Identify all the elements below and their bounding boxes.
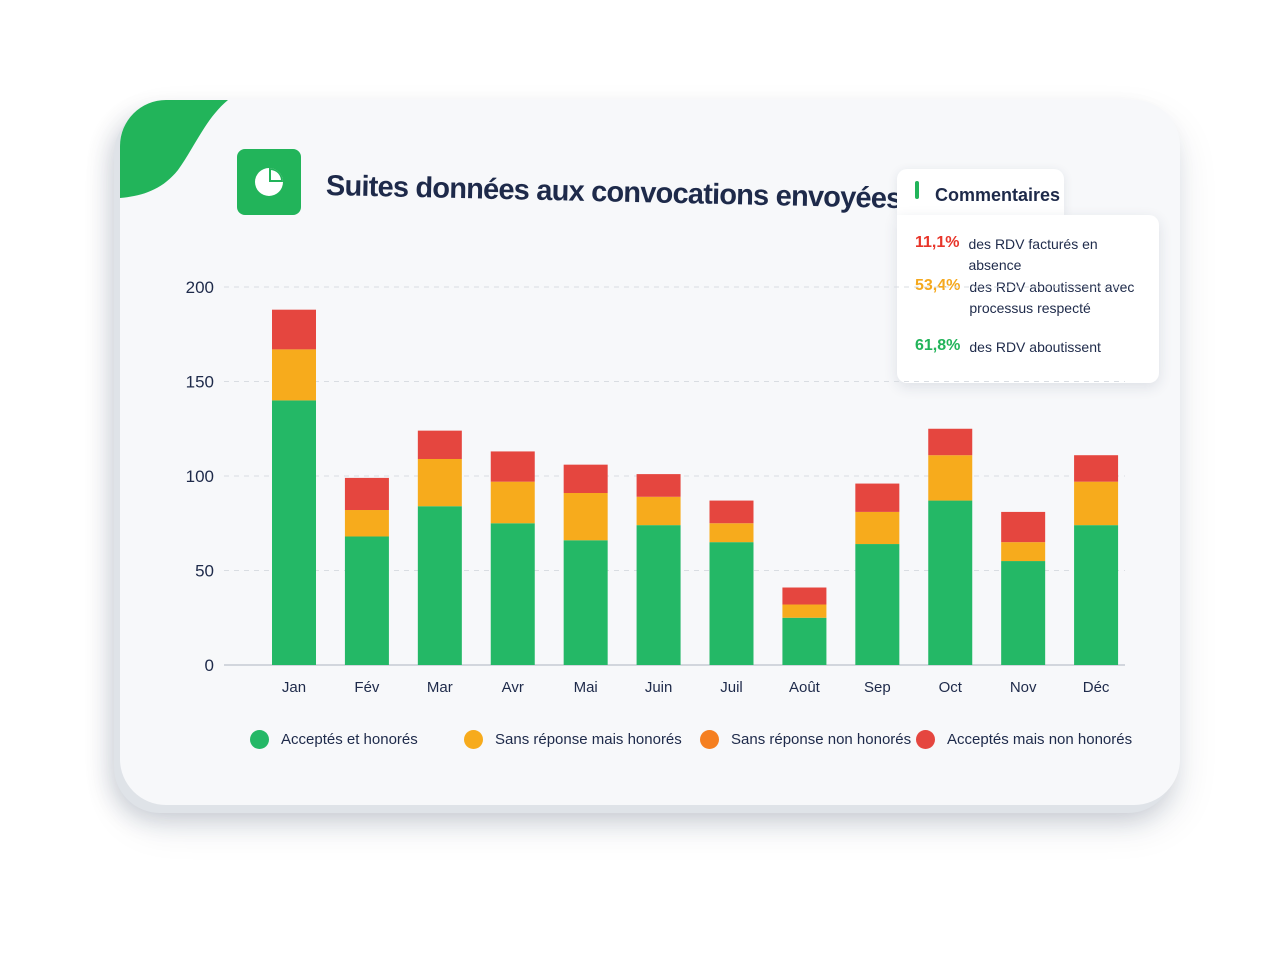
comment-text: des RDV aboutissent (969, 339, 1101, 355)
bar-segment (490, 523, 535, 665)
x-tick-label: Nov (1010, 679, 1037, 696)
bar-segment (272, 349, 316, 401)
bar-segment (709, 542, 754, 665)
comment-item: 53,4% des RDV aboutissent avec processus… (915, 277, 1149, 319)
bar-segment (928, 428, 973, 456)
x-tick-label: Juin (645, 679, 673, 696)
pie-chart-icon (237, 149, 301, 215)
x-tick-label: Jan (282, 679, 306, 696)
bar-segment (490, 481, 535, 524)
bar-segment (928, 500, 973, 665)
comment-value: 11,1% (915, 234, 960, 251)
legend-label: Acceptés et honorés (281, 731, 418, 748)
card-corner-accent (120, 100, 228, 198)
x-tick-label: Fév (354, 679, 380, 696)
bar-segment (855, 511, 900, 545)
bar-segment (636, 496, 681, 526)
comment-item: 61,8% des RDV aboutissent (915, 337, 1149, 358)
bar-segment (344, 477, 389, 511)
chart-card: Suites données aux convocations envoyées… (120, 100, 1180, 805)
legend-swatch (250, 730, 269, 749)
x-tick-label: Avr (502, 679, 524, 696)
x-tick-label: Mar (427, 679, 453, 696)
bar-segment (417, 458, 462, 507)
legend-label: Sans réponse mais honorés (495, 731, 682, 748)
bar-segment (344, 536, 389, 665)
comment-value: 61,8% (915, 337, 961, 354)
x-tick-label: Août (789, 679, 821, 696)
y-tick-label: 0 (205, 656, 214, 675)
bar-segment (1074, 481, 1119, 526)
legend-swatch (464, 730, 483, 749)
legend-item: Acceptés et honorés (250, 730, 418, 749)
bar-segment (636, 525, 681, 665)
comment-item: 11,1% des RDV facturés en absence (915, 234, 1148, 276)
y-tick-label: 150 (186, 373, 214, 392)
comment-value: 53,4% (915, 277, 961, 294)
legend-item: Sans réponse mais honorés (464, 730, 682, 749)
comments-panel: 11,1% des RDV facturés en absence 53,4% … (897, 215, 1159, 383)
bar-segment (272, 400, 316, 665)
bar-segment (1001, 511, 1046, 543)
y-tick-label: 100 (186, 467, 214, 486)
bar-segment (563, 464, 608, 494)
bar-segment (636, 474, 681, 497)
bar-segment (344, 510, 389, 537)
bar-segment (782, 587, 827, 605)
x-tick-label: Sep (864, 679, 891, 696)
legend-swatch (700, 730, 719, 749)
bar-segment (1074, 525, 1119, 665)
y-tick-label: 50 (195, 562, 214, 581)
bar-segment (928, 455, 973, 501)
bar-segment (1001, 561, 1046, 665)
x-tick-label: Juil (720, 679, 743, 696)
tab-accent-bar (915, 181, 919, 199)
bar-segment (709, 523, 754, 543)
bar-segment (272, 309, 316, 350)
x-tick-label: Oct (939, 679, 963, 696)
bar-segment (855, 544, 900, 665)
bar-segment (855, 483, 900, 512)
stacked-bar-chart: 0 50 100 150 200 Jan Fév Mar Avr Mai Juin Juil Août S… (186, 278, 1125, 696)
tab-commentaires[interactable]: Commentaires (897, 169, 1064, 215)
bar-segment (709, 500, 754, 524)
legend-swatch (916, 730, 935, 749)
bar-segment (417, 430, 462, 459)
bar-segment (1001, 542, 1046, 562)
bar-segment (1074, 455, 1119, 482)
bar-segment (563, 540, 608, 665)
chart-legend: Acceptés et honorés Sans réponse mais ho… (250, 730, 1150, 760)
bar-segment (782, 617, 827, 665)
comment-text: des RDV aboutissent avec processus respe… (969, 279, 1135, 316)
y-tick-label: 200 (186, 278, 214, 297)
legend-label: Sans réponse non honorés (731, 731, 912, 748)
bar-segment (490, 451, 535, 482)
legend-item: Acceptés mais non honorés (916, 730, 1132, 749)
x-tick-label: Mai (574, 679, 598, 696)
x-tick-label: Déc (1083, 679, 1110, 696)
comment-text: des RDV facturés en absence (968, 236, 1098, 273)
legend-item: Sans réponse non honorés (700, 730, 911, 749)
bar-segment (563, 493, 608, 541)
legend-label: Acceptés mais non honorés (947, 731, 1133, 748)
bar-segment (782, 604, 827, 618)
tab-label: Commentaires (935, 185, 1061, 205)
bar-segment (417, 506, 462, 665)
